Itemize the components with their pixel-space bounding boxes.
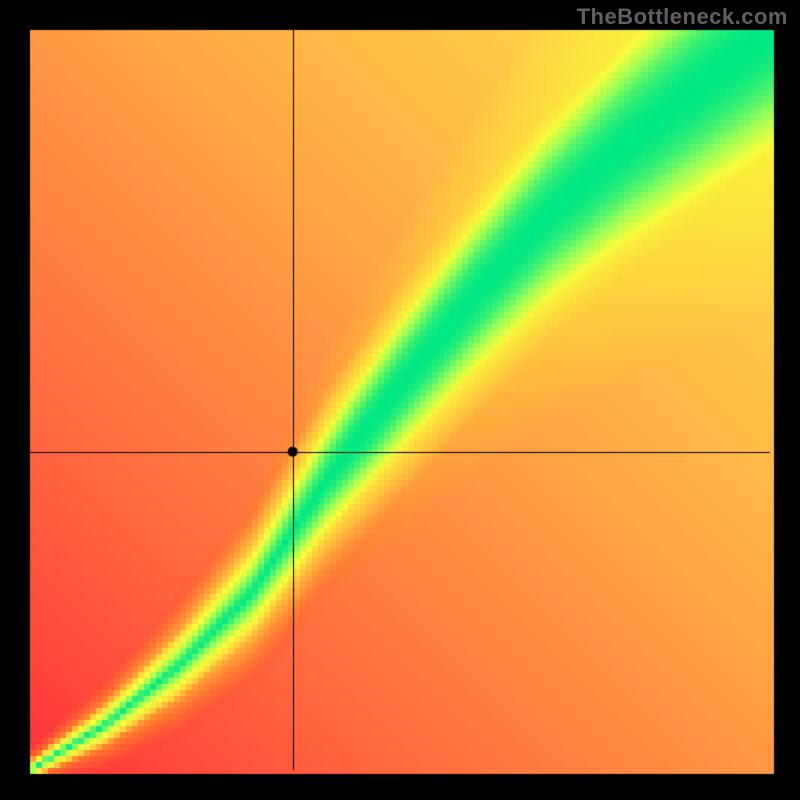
watermark-text: TheBottleneck.com	[577, 4, 788, 30]
bottleneck-heatmap	[0, 0, 800, 800]
